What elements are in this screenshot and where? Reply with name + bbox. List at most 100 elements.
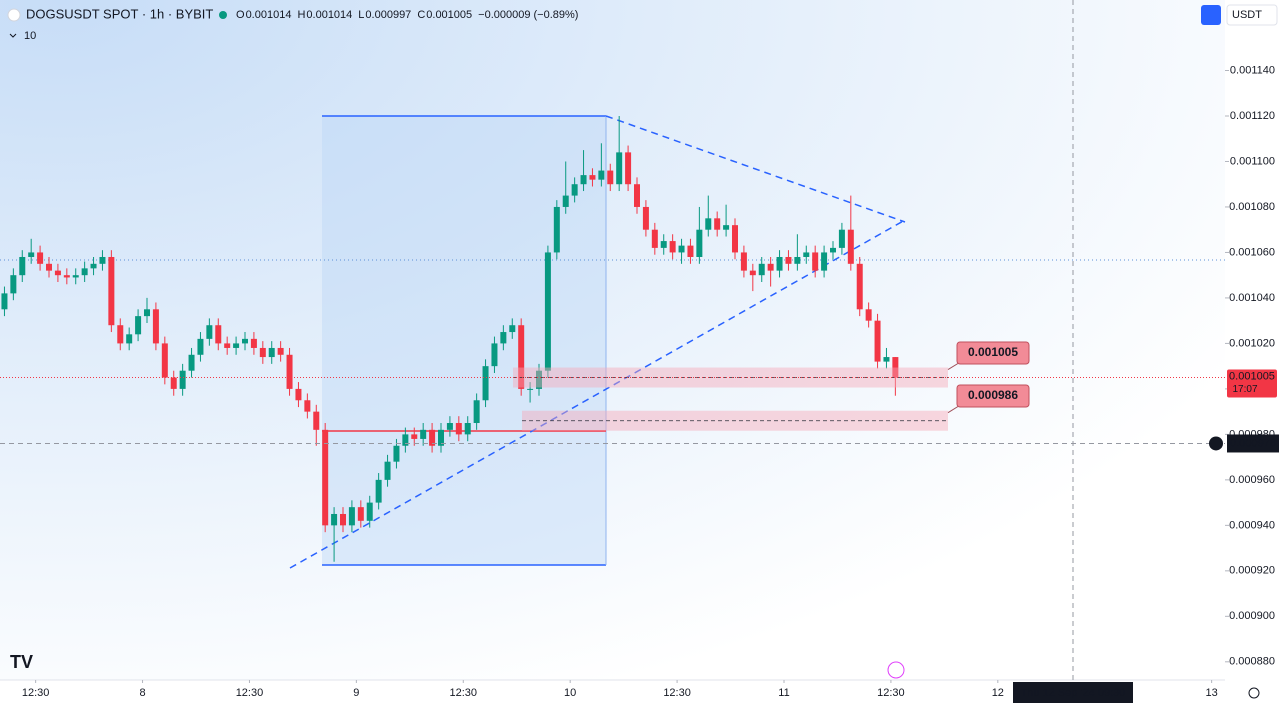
settings-icon[interactable] xyxy=(1248,687,1260,699)
candle-body xyxy=(892,357,899,378)
candle-body xyxy=(331,513,338,526)
crosshair-price: 0.000976 xyxy=(1230,437,1276,449)
y-tick-label: 0.001060 xyxy=(1229,246,1275,258)
candle-body xyxy=(500,332,507,344)
candle-body xyxy=(81,268,88,276)
candle-body xyxy=(313,411,320,430)
range-box xyxy=(322,116,606,565)
currency: USDT xyxy=(1232,9,1262,21)
x-tick-label: 13 xyxy=(1206,687,1218,699)
candle-body xyxy=(10,275,17,294)
candle-body xyxy=(99,256,106,264)
candle-body xyxy=(233,343,240,348)
candle-body xyxy=(776,256,783,271)
candle-body xyxy=(544,252,551,371)
candle-body xyxy=(732,225,738,253)
candle-body xyxy=(179,370,186,389)
callout-box xyxy=(956,341,1030,365)
price-axis-bg xyxy=(1225,0,1280,705)
candle-body xyxy=(277,347,284,355)
trend-line xyxy=(289,219,906,569)
ohlc-legend: O 0.001014 H 0.001014 L 0.000997 C 0.001005 −0.0… xyxy=(236,9,578,21)
x-tick-label: 12:30 xyxy=(877,687,905,699)
candle-body xyxy=(304,400,311,412)
candle-body xyxy=(28,252,35,257)
x-tick-label: 10 xyxy=(564,687,576,699)
candle-body xyxy=(669,241,676,253)
callout-label: 0.000986 xyxy=(968,388,1018,402)
candle-body xyxy=(785,256,792,264)
ohlc-key: C xyxy=(417,9,425,21)
candle-body xyxy=(464,423,471,435)
candle-body xyxy=(393,445,400,462)
candle-body xyxy=(19,256,26,276)
sync-button[interactable] xyxy=(1201,5,1221,25)
candle-body xyxy=(375,479,382,503)
candle-body xyxy=(767,263,774,271)
y-tick-label: 0.000920 xyxy=(1229,565,1275,577)
x-tick-label: 8 xyxy=(139,687,145,699)
candle-body xyxy=(420,429,427,439)
candle-body xyxy=(642,206,649,230)
symbol[interactable]: DOGSUSDT SPOT · 1h · BYBIT xyxy=(26,6,213,21)
candle-body xyxy=(812,252,819,271)
candle-body xyxy=(473,400,480,424)
candle-body xyxy=(322,429,329,526)
candle-body xyxy=(696,229,703,257)
candle-body xyxy=(705,218,712,230)
plot-layer xyxy=(0,115,1225,562)
last-price-label: 0.001005 xyxy=(1229,370,1275,382)
candle-body xyxy=(357,507,364,521)
candle-body xyxy=(286,354,293,389)
candle-body xyxy=(144,309,150,317)
candle-body xyxy=(402,434,409,446)
candle-body xyxy=(562,195,569,207)
trend-line xyxy=(605,115,906,223)
plot-background xyxy=(0,0,1225,680)
candle-body xyxy=(625,152,632,185)
candle-body xyxy=(366,502,373,521)
change: −0.000009 (−0.89%) xyxy=(478,9,578,21)
candle-body xyxy=(518,325,525,389)
y-tick-label: 0.001120 xyxy=(1230,110,1275,122)
candle-body xyxy=(90,263,97,269)
candle-body xyxy=(161,343,168,378)
candle-body xyxy=(536,370,542,389)
logo: TV xyxy=(10,652,33,672)
crosshair-time: Thu 12 Sep '24 09:30 xyxy=(1021,687,1126,699)
last-price-tag xyxy=(1227,369,1277,398)
candle-body xyxy=(865,309,872,321)
y-tick-label: 0.000900 xyxy=(1229,610,1275,622)
candle-body xyxy=(803,252,810,257)
candle-body xyxy=(589,175,596,180)
x-tick-label: 12:30 xyxy=(450,687,478,699)
chevron[interactable] xyxy=(9,33,17,38)
candle-body xyxy=(242,338,248,344)
candle-body xyxy=(678,245,685,253)
x-tick-label: 12 xyxy=(992,687,1004,699)
x-tick-label: 12:30 xyxy=(236,687,264,699)
currency-button[interactable] xyxy=(1226,4,1278,26)
candle-body xyxy=(509,325,516,333)
candle-body xyxy=(197,338,204,355)
candle-body xyxy=(723,225,730,230)
candle-body xyxy=(135,316,142,335)
candle-body xyxy=(580,175,587,185)
ohlc-key: L xyxy=(358,9,364,21)
y-tick-label: 0.001140 xyxy=(1230,64,1275,76)
candle-body xyxy=(126,334,133,344)
x-tick-label: 9 xyxy=(353,687,359,699)
candle-body xyxy=(215,325,222,344)
candle-body xyxy=(527,388,534,390)
candle-body xyxy=(108,256,115,326)
candle-body xyxy=(660,241,667,248)
candle-body xyxy=(340,513,346,526)
candle-body xyxy=(749,270,756,276)
candle-body xyxy=(170,377,177,389)
event-icon[interactable] xyxy=(887,661,905,679)
candle-body xyxy=(651,229,658,248)
candle-body xyxy=(634,184,640,207)
countdown: 17:07 xyxy=(1232,384,1257,395)
ohlc-value: 0.000997 xyxy=(365,9,411,21)
